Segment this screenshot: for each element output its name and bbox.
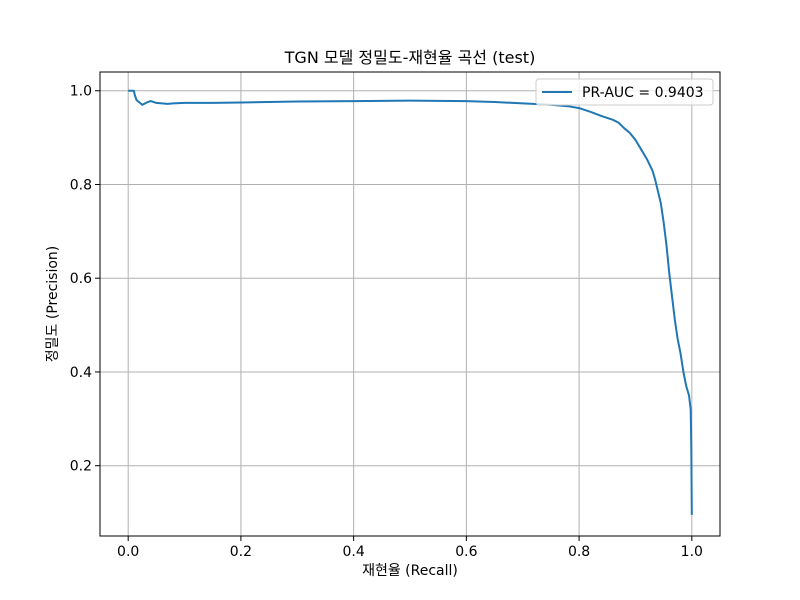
y-tick-label: 0.6 xyxy=(70,271,92,287)
x-tick-label: 1.0 xyxy=(681,544,703,560)
legend-box xyxy=(535,78,714,106)
x-tick-label: 0.2 xyxy=(230,544,252,560)
plot-area-frame xyxy=(99,71,721,537)
y-tick-label: 1.0 xyxy=(70,84,92,100)
ticks: 0.0 0.2 0.4 0.6 0.8 1.0 0.2 0.4 0.6 0.8 1.0 xyxy=(70,84,703,560)
chart-title: TGN 모델 정밀도-재현율 곡선 (test) xyxy=(284,48,536,67)
x-axis-label: 재현율 (Recall) xyxy=(362,563,458,579)
y-tick-label: 0.8 xyxy=(70,177,92,193)
x-tick-label: 0.6 xyxy=(455,544,477,560)
y-axis-label: 정밀도 (Precision) xyxy=(45,246,61,362)
x-tick-label: 0.4 xyxy=(343,544,365,560)
series-layer xyxy=(128,89,693,515)
y-tick-label: 0.2 xyxy=(70,459,92,475)
legend: PR-AUC = 0.9403 xyxy=(535,78,714,106)
x-tick-label: 0.8 xyxy=(568,544,590,560)
legend-label: PR-AUC = 0.9403 xyxy=(582,85,704,101)
x-tick-label: 0.0 xyxy=(117,544,139,560)
pr-curve-line xyxy=(128,89,693,515)
y-tick-label: 0.4 xyxy=(70,365,92,381)
